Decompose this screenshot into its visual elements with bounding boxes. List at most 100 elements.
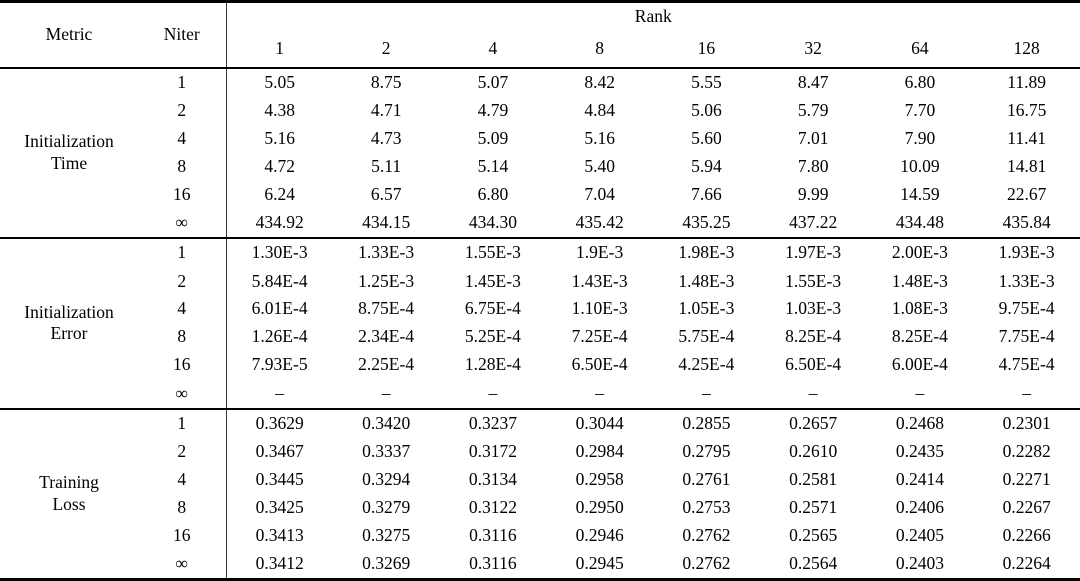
cell-value: 0.3629 [255,412,304,433]
metric-label: Training Loss [39,471,99,514]
cell-value: 1.05E-3 [678,298,735,319]
cell-value: 0.2468 [895,412,944,433]
cell-value: 1.45E-3 [464,270,521,291]
section-initialization-error: Initialization Error 1 1.30E-3 1.33E-3 1.55E-… [0,238,1080,409]
cell-value: 5.09 [477,128,509,149]
cell-value: 6.01E-4 [251,298,308,319]
header-row-group: Metric Niter Rank [0,1,1080,68]
cell-value: 5.16 [264,128,295,149]
cell-value: 437.22 [789,212,838,233]
cell-value: 1.43E-3 [571,270,628,291]
cell-value: 5.94 [691,156,722,177]
cell-value: 0.3420 [362,412,411,433]
niter-value: 4 [138,125,227,154]
cell-value: 0.3044 [575,412,624,433]
cell-value: 0.2855 [682,412,731,433]
column-header-niter: Niter [138,1,227,68]
cell-value: 5.16 [584,128,615,149]
cell-value: – [702,382,711,403]
niter-value: 4 [138,465,227,494]
table-row: 16 0.3413 0.3275 0.3116 0.2946 0.2762 0.2565 0.… [0,521,1080,550]
cell-value: 4.25E-4 [678,354,735,375]
cell-value: 1.33E-3 [998,270,1055,291]
cell-value: 0.2762 [682,552,731,573]
cell-value: 4.72 [264,156,295,177]
cell-value: 1.97E-3 [785,242,842,263]
cell-value: 7.90 [904,128,936,149]
cell-value: – [275,382,284,403]
cell-value: 1.48E-3 [891,270,948,291]
cell-value: 0.3413 [255,524,304,545]
cell-value: 0.3116 [469,552,517,573]
cell-value: 8.25E-4 [891,326,948,347]
cell-value: 2.34E-4 [358,326,415,347]
table-row: 2 4.38 4.71 4.79 4.84 5.06 5.79 7.70 16.75 [0,97,1080,126]
cell-value: 5.60 [691,128,722,149]
rank-column-header: 4 [488,38,498,59]
cell-value: 0.2950 [575,496,624,517]
cell-value: 5.07 [477,72,509,93]
cell-value: 1.55E-3 [785,270,842,291]
rank-column-header: 64 [911,38,929,59]
cell-value: 435.25 [682,212,731,233]
cell-value: 0.2761 [682,468,731,489]
table-row: ∞ 0.3412 0.3269 0.3116 0.2945 0.2762 0.2564 0.2… [0,549,1080,580]
niter-value: 2 [138,97,227,126]
cell-value: 1.10E-3 [571,298,628,319]
cell-value: 0.2946 [575,524,624,545]
table-row: 2 5.84E-4 1.25E-3 1.45E-3 1.43E-3 1.48E-3 1.55… [0,267,1080,296]
rank-column-header: 1 [275,38,284,59]
cell-value: 4.73 [370,128,402,149]
table-row: ∞ 434.92 434.15 434.30 435.42 435.25 437.22 434… [0,209,1080,239]
cell-value: – [381,382,391,403]
table-header: Metric Niter Rank 1 2 4 8 16 32 64 128 [0,1,1080,68]
niter-value: 16 [138,351,227,380]
cell-value: 0.3122 [468,496,517,517]
cell-value: 8.25E-4 [785,326,842,347]
metric-label: Initialization Error [24,301,114,344]
cell-value: 1.28E-4 [464,354,521,375]
niter-value: ∞ [138,209,227,239]
rank-column-header: 128 [1013,38,1040,59]
cell-value: 5.11 [371,156,402,177]
niter-value: ∞ [138,379,227,409]
rank-column-header: 16 [697,38,716,59]
cell-value: – [1022,382,1031,403]
cell-value: 2.00E-3 [891,242,948,263]
rank-header-row: 1 2 4 8 16 32 64 128 [0,31,1080,68]
cell-value: 7.70 [904,100,936,121]
cell-value: 0.3269 [362,552,411,573]
cell-value: 435.42 [575,212,624,233]
cell-value: 0.2271 [1002,468,1051,489]
cell-value: 0.3134 [468,468,517,489]
niter-value: 8 [138,323,227,352]
metric-label: Initialization Time [24,131,114,174]
cell-value: 0.3425 [255,496,304,517]
table-row: Initialization Time 1 5.05 8.75 5.07 8.42 5.55 8… [0,68,1080,173]
cell-value: – [488,382,498,403]
cell-value: 10.09 [900,156,940,177]
cell-value: 9.75E-4 [998,298,1055,319]
table-row: ∞ – – – – – – – – [0,379,1080,409]
cell-value: 1.55E-3 [464,242,521,263]
cell-value: 0.2564 [789,552,838,573]
cell-value: 1.25E-3 [358,270,415,291]
cell-value: 0.2405 [895,524,944,545]
cell-value: 1.48E-3 [678,270,735,291]
niter-value: 16 [138,181,227,210]
column-header-rank-group: Rank [634,6,672,27]
cell-value: 8.75E-4 [358,298,415,319]
cell-value: 5.75E-4 [678,326,735,347]
cell-value: – [808,382,818,403]
niter-value: 8 [138,153,227,182]
cell-value: 4.38 [264,100,295,121]
table-row: 4 0.3445 0.3294 0.3134 0.2958 0.2761 0.2581 0.2… [0,465,1080,494]
table-row: 8 4.72 5.11 5.14 5.40 5.94 7.80 10.09 14.81 [0,153,1080,182]
table-row: 16 6.24 6.57 6.80 7.04 7.66 9.99 14.59 22.67 [0,181,1080,210]
cell-value: 434.92 [255,212,304,233]
cell-value: 4.79 [477,100,509,121]
cell-value: 0.2565 [789,524,838,545]
cell-value: 6.80 [477,184,509,205]
cell-value: 435.84 [1002,212,1051,233]
cell-value: 9.99 [797,184,829,205]
